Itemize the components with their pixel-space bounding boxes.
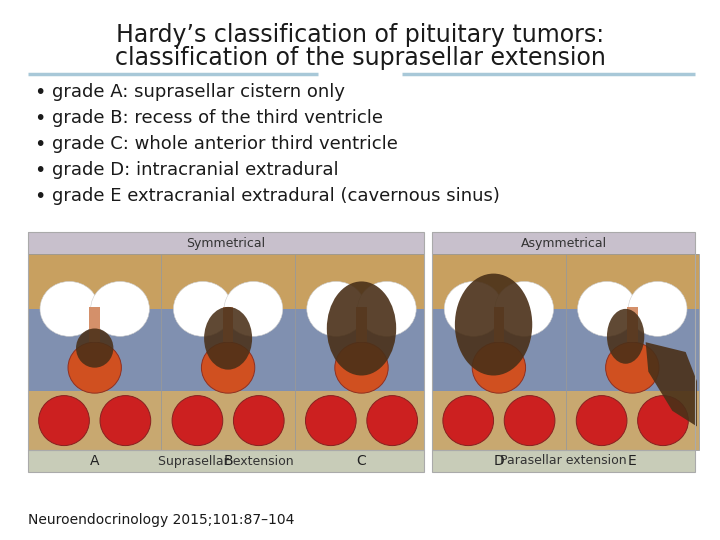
FancyBboxPatch shape	[627, 307, 638, 342]
FancyBboxPatch shape	[28, 450, 424, 472]
Ellipse shape	[327, 281, 396, 375]
Text: •: •	[35, 186, 45, 206]
Ellipse shape	[358, 281, 416, 336]
FancyBboxPatch shape	[494, 307, 504, 342]
Text: grade A: suprasellar cistern only: grade A: suprasellar cistern only	[52, 83, 345, 101]
Ellipse shape	[443, 396, 494, 446]
FancyBboxPatch shape	[294, 254, 428, 309]
Ellipse shape	[577, 281, 636, 336]
Polygon shape	[646, 342, 697, 427]
FancyBboxPatch shape	[222, 307, 233, 342]
Text: grade E extracranial extradural (cavernous sinus): grade E extracranial extradural (caverno…	[52, 187, 500, 205]
FancyBboxPatch shape	[294, 254, 428, 450]
FancyBboxPatch shape	[161, 254, 294, 450]
FancyBboxPatch shape	[566, 309, 699, 391]
Ellipse shape	[224, 281, 283, 336]
FancyBboxPatch shape	[432, 232, 695, 254]
FancyBboxPatch shape	[28, 309, 161, 391]
FancyBboxPatch shape	[161, 254, 294, 309]
Ellipse shape	[40, 281, 99, 336]
FancyBboxPatch shape	[28, 254, 161, 309]
FancyBboxPatch shape	[566, 254, 699, 450]
FancyBboxPatch shape	[89, 307, 100, 342]
Ellipse shape	[366, 396, 418, 446]
FancyBboxPatch shape	[161, 309, 294, 391]
Text: Hardy’s classification of pituitary tumors:: Hardy’s classification of pituitary tumo…	[116, 23, 604, 47]
Ellipse shape	[495, 281, 554, 336]
Ellipse shape	[305, 396, 356, 446]
Ellipse shape	[174, 281, 232, 336]
Ellipse shape	[606, 342, 659, 393]
Text: C: C	[356, 454, 366, 468]
FancyBboxPatch shape	[356, 307, 366, 342]
Ellipse shape	[335, 342, 388, 393]
FancyBboxPatch shape	[294, 309, 428, 391]
Ellipse shape	[638, 396, 688, 446]
Text: •: •	[35, 109, 45, 127]
FancyBboxPatch shape	[432, 254, 566, 309]
Text: •: •	[35, 83, 45, 102]
Ellipse shape	[76, 328, 113, 368]
Ellipse shape	[68, 342, 122, 393]
FancyBboxPatch shape	[28, 254, 161, 450]
Ellipse shape	[91, 281, 149, 336]
Text: Neuroendocrinology 2015;101:87–104: Neuroendocrinology 2015;101:87–104	[28, 513, 294, 527]
Ellipse shape	[629, 281, 687, 336]
Ellipse shape	[472, 342, 526, 393]
Text: •: •	[35, 134, 45, 153]
FancyBboxPatch shape	[432, 309, 566, 391]
Text: grade C: whole anterior third ventricle: grade C: whole anterior third ventricle	[52, 135, 398, 153]
Ellipse shape	[504, 396, 555, 446]
Ellipse shape	[172, 396, 222, 446]
Ellipse shape	[307, 281, 366, 336]
Ellipse shape	[202, 342, 255, 393]
Text: Suprasellar extension: Suprasellar extension	[158, 455, 294, 468]
Text: grade D: intracranial extradural: grade D: intracranial extradural	[52, 161, 338, 179]
Text: E: E	[628, 454, 636, 468]
Text: A: A	[90, 454, 99, 468]
Text: grade B: recess of the third ventricle: grade B: recess of the third ventricle	[52, 109, 383, 127]
Text: B: B	[223, 454, 233, 468]
Text: D: D	[493, 454, 504, 468]
Text: Symmetrical: Symmetrical	[186, 237, 266, 249]
Ellipse shape	[204, 307, 252, 370]
FancyBboxPatch shape	[28, 232, 424, 254]
Ellipse shape	[39, 396, 89, 446]
FancyBboxPatch shape	[424, 232, 432, 472]
Ellipse shape	[607, 309, 644, 364]
FancyBboxPatch shape	[432, 450, 695, 472]
Ellipse shape	[100, 396, 150, 446]
Ellipse shape	[576, 396, 627, 446]
Ellipse shape	[455, 274, 532, 375]
Text: •: •	[35, 160, 45, 179]
Ellipse shape	[444, 281, 503, 336]
Text: classification of the suprasellar extension: classification of the suprasellar extens…	[114, 46, 606, 70]
FancyBboxPatch shape	[566, 254, 699, 309]
Ellipse shape	[233, 396, 284, 446]
Text: Asymmetrical: Asymmetrical	[521, 237, 607, 249]
Text: Parasellar extension: Parasellar extension	[500, 455, 627, 468]
FancyBboxPatch shape	[432, 254, 566, 450]
